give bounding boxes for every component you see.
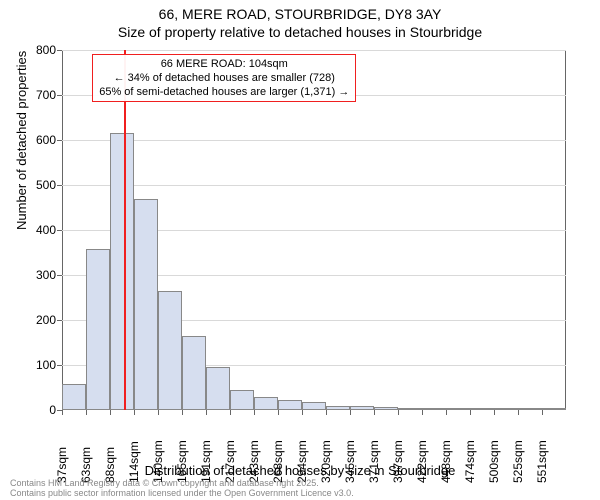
highlight-vline: [124, 50, 126, 410]
histogram-bar: [542, 408, 566, 410]
histogram-bar: [62, 384, 86, 410]
y-tick-label: 0: [20, 403, 56, 417]
x-tick-mark: [542, 410, 543, 415]
y-tick-mark: [57, 50, 62, 51]
x-tick-mark: [494, 410, 495, 415]
x-tick-mark: [230, 410, 231, 415]
histogram-bar: [230, 390, 254, 410]
gridline-y: [62, 140, 566, 141]
annotation-box: 66 MERE ROAD: 104sqm← 34% of detached ho…: [92, 54, 356, 102]
y-tick-mark: [57, 365, 62, 366]
y-tick-mark: [57, 140, 62, 141]
annotation-line1: 66 MERE ROAD: 104sqm: [99, 57, 349, 71]
histogram-bar: [254, 397, 278, 411]
histogram-bar: [470, 408, 494, 410]
x-tick-mark: [254, 410, 255, 415]
y-tick-mark: [57, 95, 62, 96]
x-tick-mark: [422, 410, 423, 415]
histogram-bar: [158, 291, 182, 410]
x-tick-mark: [350, 410, 351, 415]
histogram-bar: [182, 336, 206, 410]
x-tick-mark: [86, 410, 87, 415]
y-tick-label: 100: [20, 358, 56, 372]
x-tick-mark: [374, 410, 375, 415]
gridline-y: [62, 185, 566, 186]
histogram-bar: [374, 407, 398, 410]
x-tick-mark: [326, 410, 327, 415]
y-tick-mark: [57, 320, 62, 321]
chart-title-line1: 66, MERE ROAD, STOURBRIDGE, DY8 3AY: [0, 6, 600, 22]
annotation-line2: ← 34% of detached houses are smaller (72…: [99, 71, 349, 85]
x-axis-label: Distribution of detached houses by size …: [0, 463, 600, 478]
y-tick-label: 800: [20, 43, 56, 57]
histogram-bar: [110, 133, 134, 410]
histogram-bar: [398, 408, 422, 410]
x-tick-mark: [470, 410, 471, 415]
gridline-y: [62, 50, 566, 51]
x-tick-mark: [110, 410, 111, 415]
x-tick-mark: [446, 410, 447, 415]
credits-line1: Contains HM Land Registry data © Crown c…: [10, 478, 354, 488]
histogram-bar: [206, 367, 230, 410]
histogram-bar: [134, 199, 158, 411]
y-tick-label: 700: [20, 88, 56, 102]
x-tick-mark: [398, 410, 399, 415]
x-tick-mark: [302, 410, 303, 415]
x-tick-mark: [182, 410, 183, 415]
y-tick-mark: [57, 230, 62, 231]
figure: 66, MERE ROAD, STOURBRIDGE, DY8 3AY Size…: [0, 0, 600, 500]
x-tick-mark: [62, 410, 63, 415]
y-tick-mark: [57, 275, 62, 276]
histogram-bar: [446, 408, 470, 410]
histogram-bar: [422, 408, 446, 410]
histogram-bar: [326, 406, 350, 411]
histogram-bar: [350, 406, 374, 410]
y-tick-label: 500: [20, 178, 56, 192]
histogram-bar: [86, 249, 110, 410]
y-tick-label: 600: [20, 133, 56, 147]
x-tick-mark: [158, 410, 159, 415]
credits: Contains HM Land Registry data © Crown c…: [10, 478, 354, 498]
histogram-bar: [278, 400, 302, 410]
x-tick-mark: [206, 410, 207, 415]
histogram-bar: [302, 402, 326, 410]
x-tick-mark: [518, 410, 519, 415]
y-tick-label: 400: [20, 223, 56, 237]
y-tick-label: 200: [20, 313, 56, 327]
annotation-line3: 65% of semi-detached houses are larger (…: [99, 85, 349, 99]
credits-line2: Contains public sector information licen…: [10, 488, 354, 498]
histogram-bar: [494, 408, 518, 410]
chart-title-line2: Size of property relative to detached ho…: [0, 24, 600, 40]
plot-area: 010020030040050060070080037sqm63sqm88sqm…: [62, 50, 566, 410]
y-tick-mark: [57, 185, 62, 186]
x-tick-mark: [278, 410, 279, 415]
y-tick-label: 300: [20, 268, 56, 282]
histogram-bar: [518, 408, 542, 410]
x-tick-mark: [134, 410, 135, 415]
